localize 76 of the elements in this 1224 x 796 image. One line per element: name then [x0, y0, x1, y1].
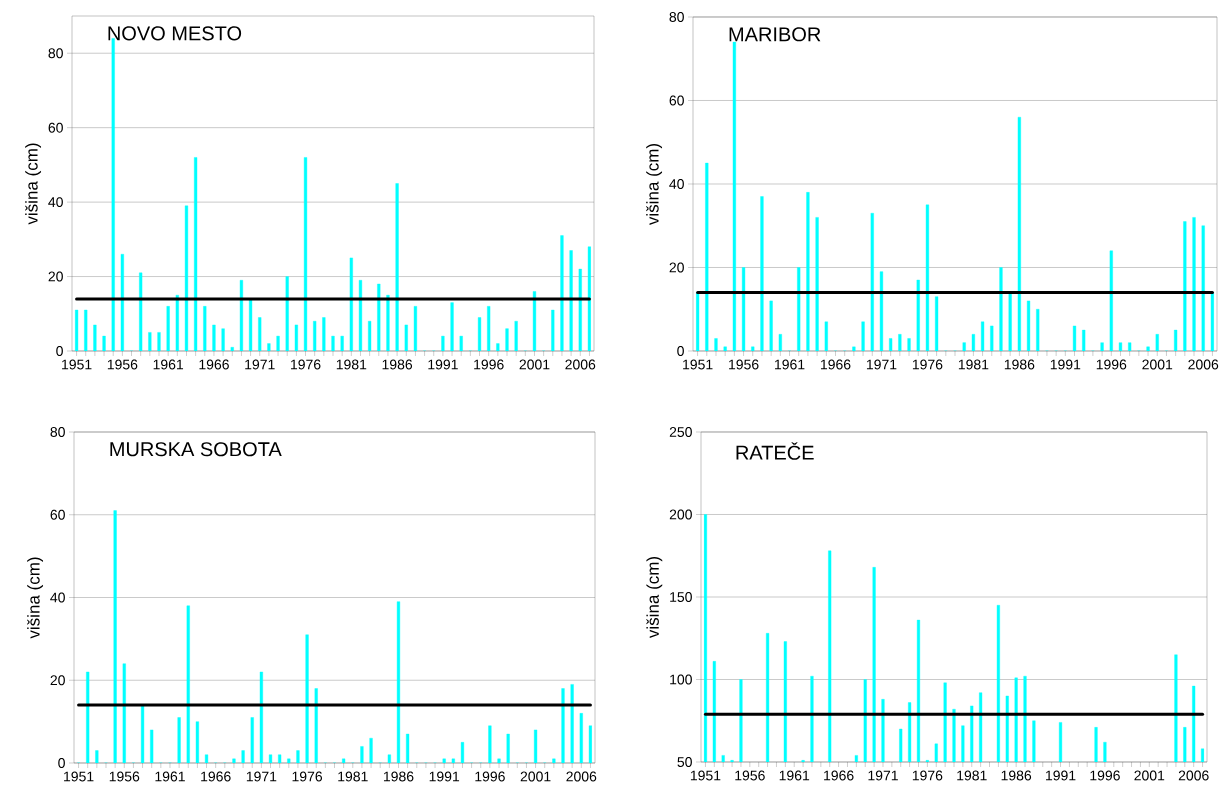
x-tick-label: 1951 — [64, 771, 94, 782]
x-tick-label: 1996 — [1096, 359, 1127, 370]
chart-title: RATEČE — [736, 442, 814, 460]
y-tick-label: 80 — [48, 48, 63, 59]
x-tick-label: 1991 — [1050, 359, 1081, 370]
y-tick-label: 20 — [50, 675, 65, 686]
y-tick-label: 20 — [48, 271, 63, 282]
x-tick-label: 1971 — [245, 359, 275, 370]
x-tick-label: 1986 — [1001, 770, 1032, 781]
chart-title: MURSKA SOBOTA — [110, 442, 282, 457]
x-tick-label: 1961 — [155, 771, 185, 782]
x-tick-label: 1991 — [1046, 770, 1076, 781]
x-tick-label: 1981 — [338, 771, 368, 782]
y-axis-title: višina (cm) — [646, 143, 663, 226]
y-tick-label: 200 — [669, 509, 692, 520]
x-tick-label: 2001 — [520, 771, 551, 782]
x-tick-label: 1971 — [868, 770, 898, 781]
x-tick-label: 1976 — [912, 770, 943, 781]
x-tick-label: 1951 — [683, 359, 713, 370]
y-tick-label: 60 — [50, 509, 65, 520]
x-tick-label: 1981 — [336, 359, 367, 370]
y-tick-label: 0 — [56, 346, 63, 356]
x-tick-label: 1981 — [957, 770, 987, 781]
y-tick-label: 100 — [670, 674, 692, 685]
x-tick-label: 2001 — [1142, 359, 1173, 370]
y-tick-label: 80 — [50, 427, 65, 437]
y-tick-label: 60 — [669, 95, 684, 106]
x-tick-label: 1956 — [107, 359, 138, 370]
y-tick-label: 0 — [58, 758, 65, 768]
chart-title: MARIBOR — [729, 27, 821, 42]
x-tick-label: 1956 — [109, 771, 140, 782]
x-tick-label: 1951 — [62, 359, 92, 370]
y-tick-label: 150 — [670, 592, 692, 602]
x-tick-label: 1986 — [383, 771, 414, 782]
y-tick-label: 250 — [669, 427, 692, 437]
x-tick-label: 1976 — [291, 359, 321, 370]
x-tick-label: 1961 — [775, 359, 805, 370]
x-tick-label: 1961 — [779, 770, 810, 781]
x-tick-label: 2001 — [519, 359, 550, 370]
x-tick-label: 2006 — [1178, 770, 1209, 781]
x-tick-label: 1991 — [429, 771, 460, 782]
x-tick-label: 1976 — [292, 771, 323, 782]
x-tick-label: 2006 — [565, 359, 596, 370]
x-tick-label: 1966 — [201, 771, 231, 782]
x-tick-label: 1986 — [1004, 359, 1035, 370]
y-tick-label: 40 — [669, 179, 684, 189]
x-tick-label: 1976 — [912, 359, 943, 370]
x-tick-label: 1966 — [820, 359, 851, 370]
y-tick-label: 40 — [48, 197, 63, 208]
y-tick-label: 80 — [669, 12, 684, 22]
x-tick-label: 1996 — [1090, 770, 1120, 781]
x-tick-label: 2001 — [1134, 770, 1165, 781]
x-tick-label: 1956 — [729, 359, 759, 370]
x-tick-label: 1971 — [866, 359, 897, 370]
x-tick-label: 2006 — [1188, 359, 1219, 370]
x-tick-label: 1996 — [474, 359, 504, 370]
chart-title: NOVO MESTO — [108, 26, 242, 41]
y-tick-label: 50 — [677, 757, 692, 767]
y-tick-label: 40 — [50, 592, 65, 603]
x-tick-label: 1956 — [735, 770, 765, 781]
x-tick-label: 1966 — [199, 359, 229, 370]
x-tick-label: 1966 — [824, 770, 854, 781]
x-tick-label: 1981 — [958, 359, 989, 370]
y-axis-title: višina (cm) — [25, 143, 42, 225]
x-tick-label: 1986 — [382, 359, 413, 370]
x-tick-label: 2006 — [566, 771, 597, 782]
y-axis-title: višina (cm) — [646, 556, 663, 639]
x-tick-label: 1961 — [153, 359, 184, 370]
y-tick-label: 20 — [669, 262, 684, 273]
x-tick-label: 1951 — [690, 770, 721, 781]
y-axis-title: višina (cm) — [27, 557, 44, 639]
x-tick-label: 1971 — [246, 771, 277, 782]
y-tick-label: 60 — [48, 122, 63, 133]
x-tick-label: 1991 — [428, 359, 458, 370]
x-tick-label: 1996 — [475, 771, 505, 782]
y-tick-label: 0 — [677, 346, 684, 356]
